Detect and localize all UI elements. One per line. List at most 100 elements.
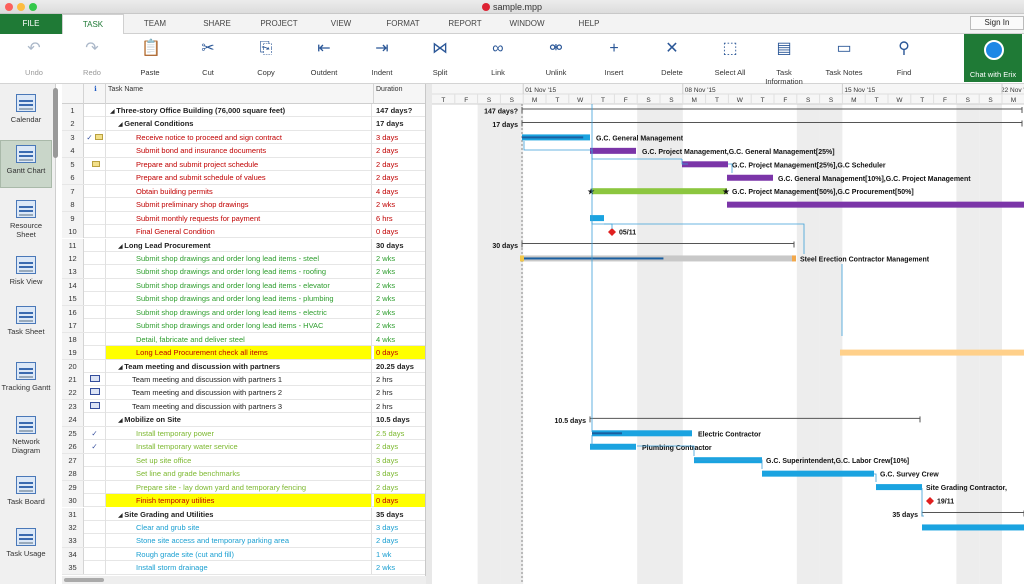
duration-cell[interactable]: 2 days — [376, 442, 399, 452]
minimize-window-button[interactable] — [17, 3, 25, 11]
duration-cell[interactable]: 2 days — [376, 173, 399, 183]
sidebar-scrollbar[interactable] — [53, 88, 58, 158]
copy-button[interactable]: ⎘ Copy — [240, 34, 292, 84]
table-row[interactable]: 16 Submit shop drawings and order long le… — [62, 305, 425, 320]
insert-button[interactable]: + Insert — [588, 34, 640, 84]
task-name-cell[interactable]: Prepare and submit project schedule — [106, 157, 372, 171]
table-row[interactable]: 2 ◢ General Conditions 17 days — [62, 117, 425, 131]
task-name-cell[interactable]: Submit preliminary shop drawings — [106, 198, 372, 212]
task-name-cell[interactable]: Stone site access and temporary parking … — [106, 534, 372, 548]
duration-cell[interactable]: 2 days — [376, 482, 399, 492]
header-duration[interactable]: Duration — [376, 86, 403, 93]
task-name-cell[interactable]: Submit monthly requests for payment — [106, 211, 372, 225]
task-information-button[interactable]: ▤ Task Information — [758, 34, 810, 86]
grid-horizontal-scrollbar[interactable] — [62, 576, 426, 584]
duration-cell[interactable]: 2.5 days — [376, 428, 405, 438]
collapse-triangle-icon[interactable]: ◢ — [110, 109, 117, 115]
duration-cell[interactable]: 4 wks — [376, 334, 396, 344]
table-row[interactable]: 11 ◢ Long Lead Procurement 30 days — [62, 238, 425, 252]
pane-splitter[interactable] — [426, 84, 432, 584]
task-name-cell[interactable]: Team meeting and discussion with partner… — [106, 399, 372, 413]
duration-cell[interactable]: 2 wks — [376, 280, 396, 290]
table-row[interactable]: 29 Prepare site - lay down yard and tempo… — [62, 480, 425, 495]
task-name-cell[interactable]: Team meeting and discussion with partner… — [106, 386, 372, 400]
duration-cell[interactable]: 2 days — [376, 159, 399, 169]
tab-format[interactable]: FORMAT — [386, 19, 420, 28]
duration-cell[interactable]: 2 wks — [376, 307, 396, 317]
sign-in-button[interactable]: Sign In — [970, 16, 1024, 30]
table-row[interactable]: 14 Submit shop drawings and order long le… — [62, 278, 425, 293]
tab-team[interactable]: TEAM — [143, 19, 167, 28]
duration-cell[interactable]: 0 days — [376, 227, 399, 237]
table-row[interactable]: 20 ◢ Team meeting and discussion with par… — [62, 359, 425, 373]
link-button[interactable]: ∞ Link — [472, 34, 524, 84]
view-task-usage[interactable]: Task Usage — [0, 524, 52, 572]
task-name-cell[interactable]: Submit shop drawings and order long lead… — [106, 319, 372, 333]
tab-project[interactable]: PROJECT — [260, 19, 298, 28]
duration-cell[interactable]: 3 days — [376, 455, 399, 465]
table-row[interactable]: 27 Set up site office 3 days — [62, 453, 425, 468]
view-task-sheet[interactable]: Task Sheet — [0, 302, 52, 350]
table-row[interactable]: 25 ✓ Install temporary power 2.5 days — [62, 426, 425, 441]
table-row[interactable]: 35 Install storm drainage 2 wks — [62, 561, 425, 575]
task-name-cell[interactable]: ◢ Long Lead Procurement — [106, 238, 372, 252]
paste-button[interactable]: 📋 Paste — [124, 34, 176, 84]
task-name-cell[interactable]: ◢ Team meeting and discussion with partn… — [106, 359, 372, 373]
task-name-cell[interactable]: Prepare site - lay down yard and tempora… — [106, 480, 372, 494]
collapse-triangle-icon[interactable]: ◢ — [118, 364, 125, 371]
view-calendar[interactable]: Calendar — [0, 90, 52, 138]
select-all-button[interactable]: ⬚ Select All — [704, 34, 756, 84]
view-gantt-chart[interactable]: Gantt Chart — [0, 140, 52, 188]
task-name-cell[interactable]: Submit shop drawings and order long lead… — [106, 292, 372, 306]
table-row[interactable]: 8 Submit preliminary shop drawings 2 wks — [62, 198, 425, 212]
task-name-cell[interactable]: Set up site office — [106, 453, 372, 467]
duration-cell[interactable]: 2 days — [376, 536, 399, 546]
split-button[interactable]: ⋈ Split — [414, 34, 466, 84]
zoom-window-button[interactable] — [29, 3, 37, 11]
tab-report[interactable]: REPORT — [448, 19, 482, 28]
duration-cell[interactable]: 10.5 days — [376, 415, 410, 425]
duration-cell[interactable]: 2 hrs — [376, 401, 393, 411]
task-name-cell[interactable]: Long Lead Procurement check all items — [106, 346, 372, 360]
task-name-cell[interactable]: Set line and grade benchmarks — [106, 467, 372, 481]
collapse-triangle-icon[interactable]: ◢ — [118, 243, 125, 250]
duration-cell[interactable]: 3 days — [376, 522, 399, 532]
task-name-cell[interactable]: Submit shop drawings and order long lead… — [106, 265, 372, 279]
duration-cell[interactable]: 0 days — [374, 494, 425, 508]
task-name-cell[interactable]: Receive notice to proceed and sign contr… — [106, 130, 372, 144]
duration-cell[interactable]: 2 wks — [376, 563, 396, 573]
cut-button[interactable]: ✂ Cut — [182, 34, 234, 84]
table-row[interactable]: 6 Prepare and submit schedule of values 2 … — [62, 171, 425, 185]
collapse-triangle-icon[interactable]: ◢ — [118, 122, 125, 129]
table-row[interactable]: 19 Long Lead Procurement check all items 0… — [62, 346, 425, 360]
collapse-triangle-icon[interactable]: ◢ — [118, 512, 125, 519]
task-name-cell[interactable]: Obtain building permits — [106, 184, 372, 198]
redo-button[interactable]: ↷ Redo — [66, 34, 118, 84]
task-name-cell[interactable]: Submit shop drawings and order long lead… — [106, 278, 372, 292]
table-row[interactable]: 28 Set line and grade benchmarks 3 days — [62, 467, 425, 481]
tab-help[interactable]: HELP — [578, 19, 600, 28]
table-row[interactable]: 3 ✓ Receive notice to proceed and sign con… — [62, 130, 425, 145]
table-row[interactable]: 5 Prepare and submit project schedule 2 da… — [62, 157, 425, 172]
header-task-name[interactable]: Task Name — [106, 84, 374, 104]
table-row[interactable]: 7 Obtain building permits 4 days — [62, 184, 425, 199]
tab-share[interactable]: SHARE — [203, 19, 231, 28]
tab-window[interactable]: WINDOW — [509, 19, 545, 28]
table-row[interactable]: 21 Team meeting and discussion with partn… — [62, 373, 425, 387]
view-tracking-gantt[interactable]: Tracking Gantt — [0, 358, 52, 406]
table-row[interactable]: 12 Submit shop drawings and order long le… — [62, 251, 425, 266]
duration-cell[interactable]: 35 days — [376, 509, 404, 519]
table-row[interactable]: 17 Submit shop drawings and order long le… — [62, 319, 425, 333]
task-name-cell[interactable]: Install storm drainage — [106, 561, 372, 575]
task-name-cell[interactable]: ◢ Three-story Office Building (76,000 sq… — [106, 104, 372, 117]
task-name-cell[interactable]: Submit shop drawings and order long lead… — [106, 305, 372, 319]
task-name-cell[interactable]: Clear and grub site — [106, 520, 372, 534]
task-name-cell[interactable]: Submit bond and insurance documents — [106, 144, 372, 158]
task-name-cell[interactable]: Submit shop drawings and order long lead… — [106, 251, 372, 265]
table-row[interactable]: 32 Clear and grub site 3 days — [62, 520, 425, 535]
outdent-button[interactable]: ⇤ Outdent — [298, 34, 350, 84]
table-row[interactable]: 24 ◢ Mobilize on Site 10.5 days — [62, 413, 425, 427]
unlink-button[interactable]: ⚮ Unlink — [530, 34, 582, 84]
table-row[interactable]: 15 Submit shop drawings and order long le… — [62, 292, 425, 306]
duration-cell[interactable]: 20.25 days — [376, 361, 414, 371]
